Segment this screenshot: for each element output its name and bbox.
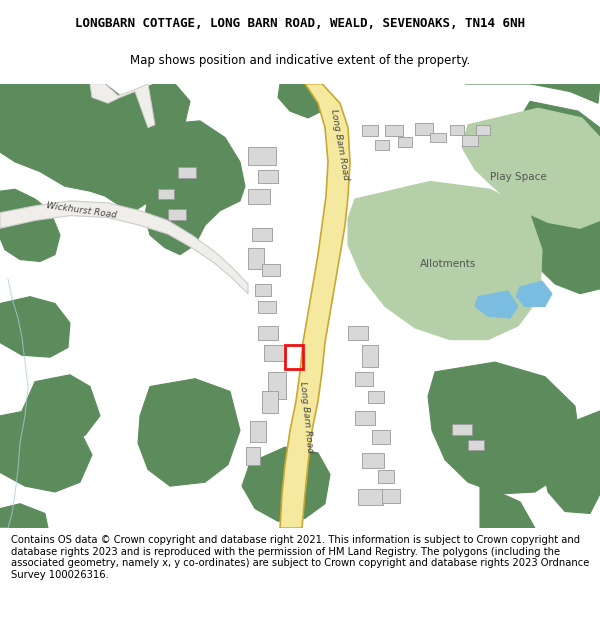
Polygon shape xyxy=(255,284,271,296)
Bar xyxy=(285,346,303,369)
Polygon shape xyxy=(168,209,186,221)
Polygon shape xyxy=(430,132,446,142)
Text: Play Space: Play Space xyxy=(490,171,547,181)
Polygon shape xyxy=(358,489,383,504)
Polygon shape xyxy=(250,421,266,442)
Polygon shape xyxy=(462,108,600,228)
Polygon shape xyxy=(362,125,378,136)
Polygon shape xyxy=(468,440,484,450)
Polygon shape xyxy=(248,189,270,204)
Polygon shape xyxy=(398,138,412,148)
Polygon shape xyxy=(0,189,60,261)
Polygon shape xyxy=(510,101,600,206)
Polygon shape xyxy=(475,291,518,318)
Polygon shape xyxy=(262,264,280,276)
Polygon shape xyxy=(415,123,433,134)
Polygon shape xyxy=(264,346,286,361)
Polygon shape xyxy=(582,131,600,167)
Polygon shape xyxy=(348,181,542,339)
Polygon shape xyxy=(22,375,100,443)
Polygon shape xyxy=(278,84,330,118)
Polygon shape xyxy=(268,372,286,399)
Polygon shape xyxy=(258,326,278,339)
Text: Allotments: Allotments xyxy=(420,259,476,269)
Polygon shape xyxy=(355,372,373,386)
Polygon shape xyxy=(145,121,245,254)
Polygon shape xyxy=(348,326,368,339)
Polygon shape xyxy=(90,84,155,127)
Polygon shape xyxy=(0,297,70,358)
Polygon shape xyxy=(258,170,278,183)
Polygon shape xyxy=(138,379,240,486)
Text: Wickhurst Road: Wickhurst Road xyxy=(46,201,118,220)
Polygon shape xyxy=(178,167,196,179)
Text: LONGBARN COTTAGE, LONG BARN ROAD, WEALD, SEVENOAKS, TN14 6NH: LONGBARN COTTAGE, LONG BARN ROAD, WEALD,… xyxy=(75,17,525,30)
Polygon shape xyxy=(248,148,276,165)
Polygon shape xyxy=(0,411,92,492)
Text: Contains OS data © Crown copyright and database right 2021. This information is : Contains OS data © Crown copyright and d… xyxy=(11,535,589,580)
Polygon shape xyxy=(450,125,464,134)
Polygon shape xyxy=(0,201,248,294)
Polygon shape xyxy=(252,228,272,241)
Polygon shape xyxy=(262,391,278,413)
Polygon shape xyxy=(246,447,260,464)
Polygon shape xyxy=(465,84,600,103)
Polygon shape xyxy=(248,248,264,269)
Polygon shape xyxy=(428,362,580,494)
Polygon shape xyxy=(542,411,600,514)
Text: Map shows position and indicative extent of the property.: Map shows position and indicative extent… xyxy=(130,54,470,67)
Polygon shape xyxy=(0,504,48,528)
Polygon shape xyxy=(280,84,350,528)
Polygon shape xyxy=(476,125,490,134)
Polygon shape xyxy=(462,134,478,146)
Polygon shape xyxy=(362,346,378,367)
Text: Long Barn Road: Long Barn Road xyxy=(298,381,314,454)
Polygon shape xyxy=(516,281,552,306)
Polygon shape xyxy=(355,411,375,424)
Polygon shape xyxy=(375,141,389,150)
Polygon shape xyxy=(480,484,535,528)
Polygon shape xyxy=(520,199,600,294)
Polygon shape xyxy=(452,424,472,436)
Polygon shape xyxy=(158,189,174,199)
Polygon shape xyxy=(385,125,403,136)
Polygon shape xyxy=(242,447,330,521)
Polygon shape xyxy=(378,469,394,483)
Polygon shape xyxy=(258,301,276,313)
Polygon shape xyxy=(362,453,384,468)
Polygon shape xyxy=(0,84,190,211)
Polygon shape xyxy=(382,489,400,502)
Polygon shape xyxy=(372,431,390,444)
Polygon shape xyxy=(368,391,384,403)
Text: Long Barn Road: Long Barn Road xyxy=(329,108,350,181)
